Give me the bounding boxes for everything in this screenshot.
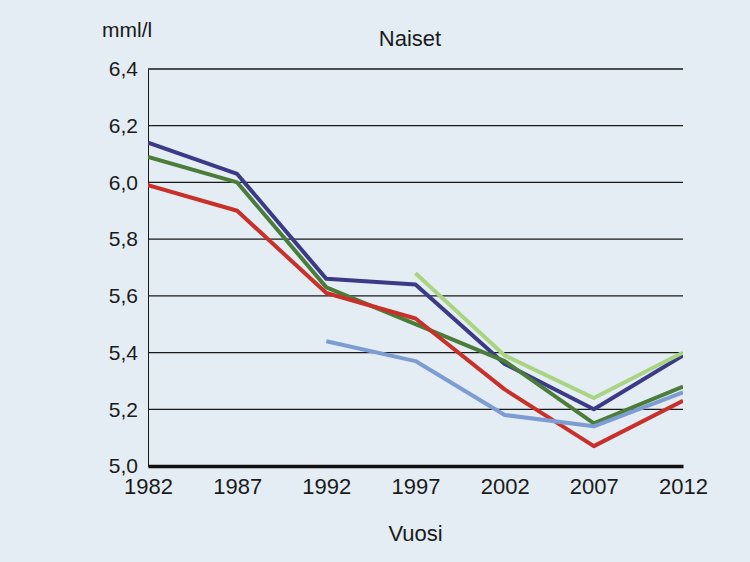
x-tick-label: 2007 — [570, 474, 619, 499]
y-tick: 6,2 — [109, 114, 148, 137]
grid-line — [148, 352, 683, 353]
grid-line — [148, 238, 683, 239]
y-tick-label: 5,8 — [109, 227, 138, 250]
grid-line — [148, 409, 683, 410]
y-tick: 6,0 — [109, 171, 148, 194]
y-axis-title: mml/l — [102, 18, 152, 41]
y-tick: 5,4 — [109, 341, 148, 364]
y-tick-label: 6,4 — [109, 57, 139, 80]
grid-line — [148, 182, 683, 183]
x-tick-label: 1987 — [213, 474, 262, 499]
grid-line — [148, 465, 683, 466]
y-tick: 5,2 — [109, 398, 148, 421]
y-tick: 5,6 — [109, 284, 148, 307]
grid-line — [148, 68, 683, 69]
grid-line — [148, 125, 683, 126]
title: Naiset — [379, 26, 441, 51]
background — [0, 0, 750, 562]
x-tick: 1997 — [392, 466, 441, 499]
x-tick-label: 1992 — [302, 474, 351, 499]
chart: 5,05,25,45,65,86,06,26,41982198719921997… — [0, 0, 750, 562]
y-axis: 5,05,25,45,65,86,06,26,4 — [109, 57, 149, 477]
x-axis-line — [149, 465, 684, 469]
plot: 5,05,25,45,65,86,06,26,41982198719921997… — [109, 57, 708, 498]
y-tick-label: 6,2 — [109, 114, 138, 137]
x-tick-label: 2002 — [481, 474, 530, 499]
grid-line — [148, 295, 683, 296]
y-tick-label: 5,4 — [109, 341, 139, 364]
series-line — [148, 185, 683, 446]
x-tick-label: 1997 — [392, 474, 441, 499]
series-line — [148, 157, 683, 424]
x-axis: 1982 1987 1992 1997 2002 2007 2012 — [124, 466, 708, 499]
x-tick: 1992 — [302, 466, 351, 499]
y-tick: 6,4 — [109, 57, 148, 80]
x-tick: 1982 — [124, 466, 173, 499]
x-tick: 2012 — [659, 466, 708, 499]
y-tick-label: 5,2 — [109, 398, 138, 421]
series-lines — [148, 143, 683, 446]
y-axis-line — [148, 70, 149, 467]
y-tick-label: 5,6 — [109, 284, 138, 307]
y-tick: 5,8 — [109, 227, 148, 250]
grid — [148, 69, 683, 466]
series-line — [148, 143, 683, 410]
x-tick: 2002 — [481, 466, 530, 499]
x-tick: 2007 — [570, 466, 619, 499]
x-tick: 1987 — [213, 466, 262, 499]
x-tick-label: 2012 — [659, 474, 708, 499]
y-tick-label: 6,0 — [109, 171, 138, 194]
x-axis-title: Vuosi — [388, 521, 442, 546]
series-line — [416, 273, 684, 398]
x-tick-label: 1982 — [124, 474, 173, 499]
